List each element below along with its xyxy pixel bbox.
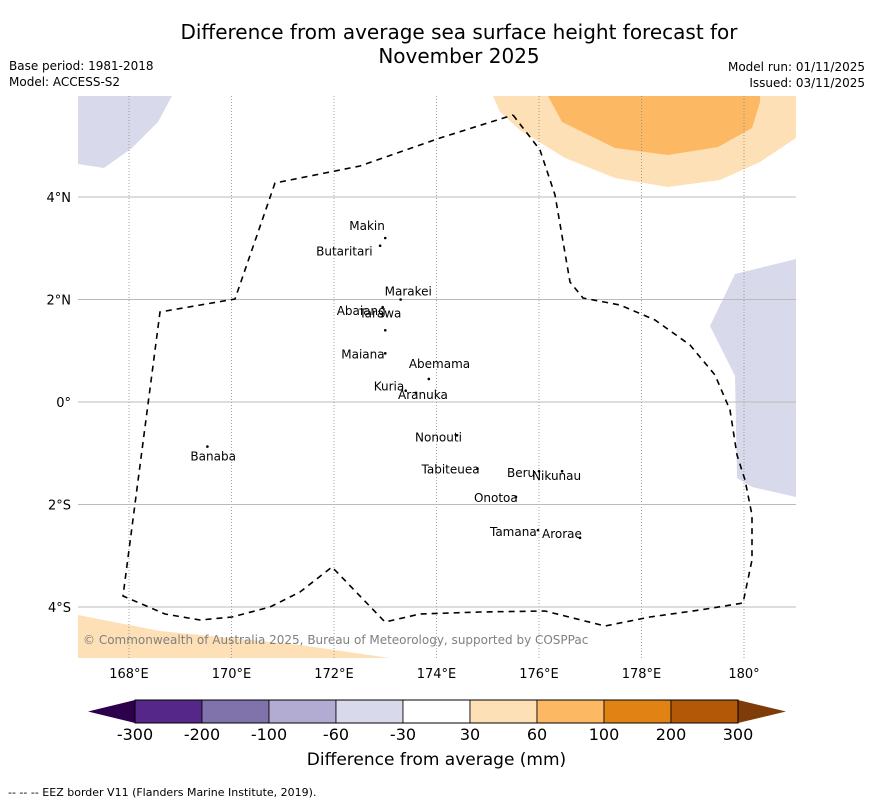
colorbar-segment [201, 699, 270, 724]
colorbar-tick-label: -60 [323, 725, 349, 744]
colorbar-tick-label: -30 [390, 725, 416, 744]
lon-tick-label: 168°E [109, 667, 149, 682]
colorbar-tick-label: -100 [251, 725, 287, 744]
colorbar-tick-label: 300 [723, 725, 754, 744]
island-marker [399, 298, 402, 301]
map-title: Difference from average sea surface heig… [0, 20, 873, 68]
colorbar-tick-label: -200 [184, 725, 220, 744]
lon-tick-label: 180° [728, 667, 759, 682]
island-label: Maiana [341, 347, 384, 361]
colorbar-frame [134, 699, 739, 724]
island-label: Beru [507, 466, 535, 480]
island-label: Makin [349, 219, 385, 233]
colorbar-segment [134, 699, 203, 724]
meta-right: Model run: 01/11/2025 Issued: 03/11/2025 [728, 59, 865, 91]
colorbar-segment [670, 699, 739, 724]
island-label: Tamana [489, 525, 537, 539]
colorbar-segment [469, 699, 538, 724]
colorbar-tick-label: 200 [656, 725, 687, 744]
base-period: Base period: 1981-2018 [9, 59, 154, 73]
island-marker [414, 391, 418, 395]
anomaly-region-negative-east [710, 259, 796, 497]
island-label: Abemama [409, 357, 470, 371]
island-marker [514, 495, 518, 499]
longitude-tick-labels: 168°E 170°E 172°E 174°E 176°E 178°E 180° [109, 667, 759, 682]
title-line-2: November 2025 [378, 44, 540, 68]
island-label: Arorae [542, 527, 582, 541]
island-marker [537, 469, 541, 473]
anomaly-region-positive-60-100-north [548, 96, 760, 155]
island-label: Kuria [374, 380, 405, 394]
colorbar-tick-label: 30 [460, 725, 480, 744]
lon-tick-label: 178°E [622, 667, 662, 682]
anomaly-layer [78, 96, 796, 658]
lon-tick-label: 176°E [519, 667, 559, 682]
colorbar-over-arrow [738, 700, 786, 723]
model-run: Model run: 01/11/2025 [727, 60, 865, 74]
colorbar-tick-label: -300 [117, 725, 153, 744]
lat-tick-label: 0° [56, 396, 71, 411]
island-label: Nonouti [415, 430, 462, 444]
colorbar-tick-label: 60 [527, 725, 547, 744]
island-marker [476, 467, 479, 470]
island-marker [455, 434, 459, 437]
colorbar-title: Difference from average (mm) [306, 750, 567, 770]
gridlines [78, 96, 796, 658]
colorbar: -300 -200 -100 -60 -30 30 60 100 200 300 [88, 699, 786, 744]
island-marker [404, 389, 408, 393]
latitude-tick-labels: 4°N 2°N 0° 2°S 4°S [47, 191, 72, 616]
island-label: Tarawa [358, 306, 401, 320]
lat-tick-label: 4°S [48, 601, 71, 616]
island-marker [536, 528, 540, 532]
colorbar-segment [603, 699, 672, 724]
island-marker [560, 469, 564, 473]
lon-tick-label: 170°E [212, 667, 252, 682]
anomaly-region-positive-southwest [78, 615, 390, 658]
island-label: Onotoa [474, 491, 518, 505]
colorbar-tick-label: 100 [589, 725, 620, 744]
title-line-1: Difference from average sea surface heig… [180, 20, 738, 44]
island-label: Tabiteuea [421, 463, 480, 477]
eez-border-line [122, 114, 753, 627]
island-marker [578, 536, 582, 540]
lat-tick-label: 2°S [48, 499, 71, 514]
colorbar-segment [402, 699, 471, 724]
copyright-text: © Commonwealth of Australia 2025, Bureau… [83, 633, 588, 647]
island-label: Aranuka [398, 388, 448, 402]
island-marker [383, 236, 387, 240]
island-marker [206, 445, 209, 448]
island-label: Butaritari [316, 245, 373, 259]
island-marker [383, 328, 387, 332]
island-marker [381, 305, 384, 309]
island-label: Nikunau [532, 469, 581, 483]
lon-tick-label: 172°E [314, 667, 354, 682]
island-label: Abaiang [337, 304, 386, 318]
lat-tick-label: 2°N [47, 294, 72, 309]
colorbar-segment [335, 699, 404, 724]
lat-tick-label: 4°N [47, 191, 72, 206]
eez-border [122, 114, 753, 627]
colorbar-segment [536, 699, 605, 724]
colorbar-segment [268, 699, 337, 724]
island-label: Marakei [385, 285, 432, 299]
island-label: Banaba [190, 450, 236, 464]
island-marker [383, 352, 387, 355]
island-marker [427, 377, 431, 381]
anomaly-region-negative-northwest [78, 96, 172, 168]
issued-date: Issued: 03/11/2025 [749, 76, 865, 90]
island-marker [378, 244, 382, 247]
meta-left: Base period: 1981-2018 Model: ACCESS-S2 [9, 58, 154, 90]
lon-tick-label: 174°E [417, 667, 457, 682]
colorbar-under-arrow [88, 700, 135, 723]
eez-footnote: -- -- -- EEZ border V11 (Flanders Marine… [8, 786, 317, 799]
model-name: Model: ACCESS-S2 [9, 75, 121, 89]
